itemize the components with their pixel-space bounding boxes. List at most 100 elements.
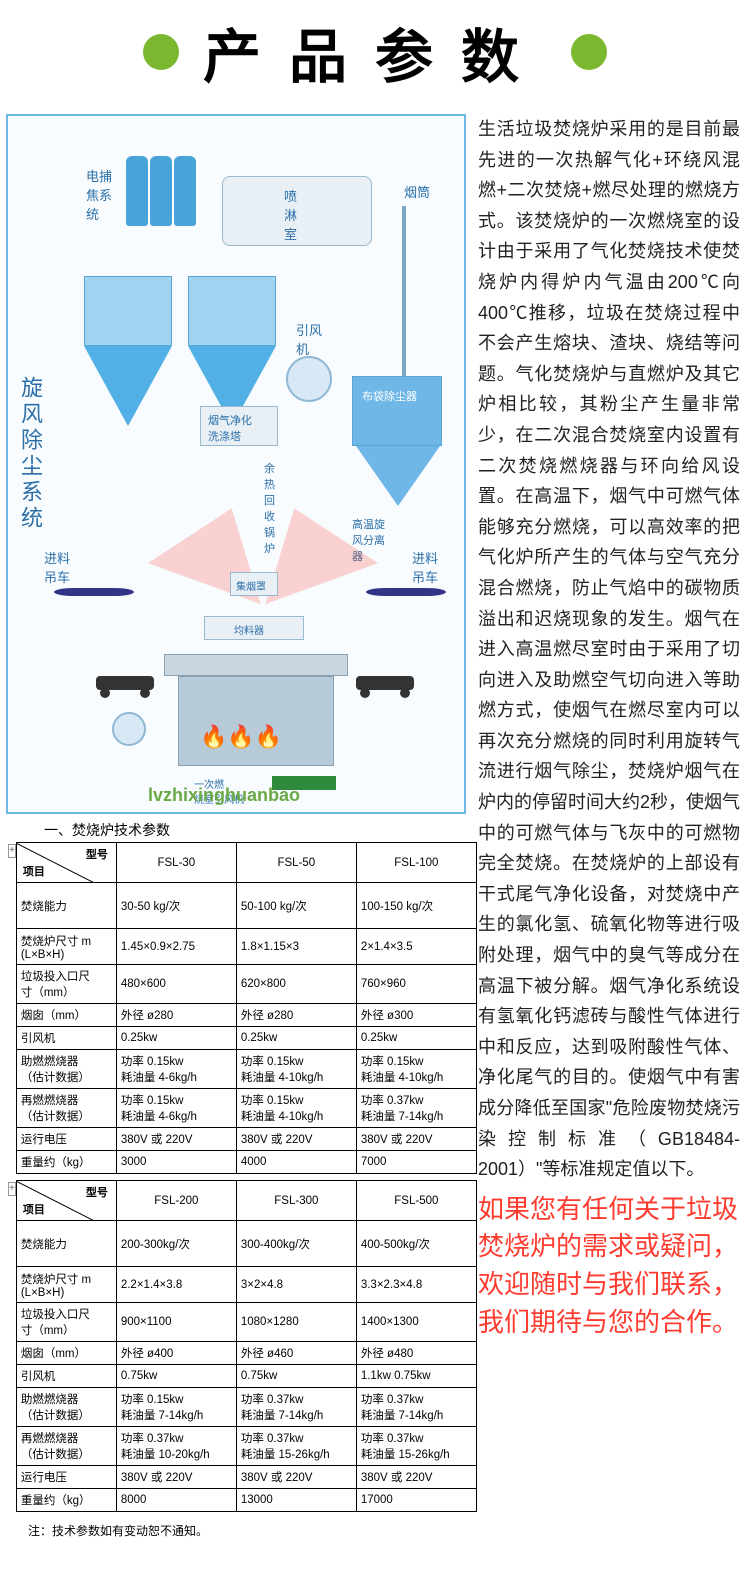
row-label: 运行电压 xyxy=(16,1128,116,1151)
table-cell: 760×960 xyxy=(356,965,476,1004)
label-electrostatic: 电捕 焦系 统 xyxy=(86,166,112,223)
t1-model-1: FSL-50 xyxy=(236,843,356,883)
row-label: 运行电压 xyxy=(16,1466,116,1489)
row-label: 助燃燃烧器 （估计数据） xyxy=(16,1050,116,1089)
table-cell: 1080×1280 xyxy=(236,1303,356,1342)
row-label: 焚烧炉尺寸 m (L×B×H) xyxy=(16,929,116,965)
diag-header-1: 型号 项目 xyxy=(16,843,116,883)
table-cell: 功率 0.37kw 耗油量 15-26kg/h xyxy=(236,1427,356,1466)
table-cell: 4000 xyxy=(236,1151,356,1174)
row-label: 烟囱（mm） xyxy=(16,1342,116,1365)
table-cell: 功率 0.15kw 耗油量 4-10kg/h xyxy=(236,1050,356,1089)
page-title: 产品参数 xyxy=(203,10,547,94)
expand-icon-t2[interactable]: + xyxy=(8,1182,16,1196)
table-cell: 30-50 kg/次 xyxy=(116,883,236,929)
table-cell: 7000 xyxy=(356,1151,476,1174)
diagram-watermark: lvzhixinghuanbao xyxy=(148,785,300,806)
table-cell: 17000 xyxy=(356,1489,476,1512)
table-cell: 0.25kw xyxy=(356,1027,476,1050)
table-cell: 200-300kg/次 xyxy=(116,1221,236,1267)
table-cell: 8000 xyxy=(116,1489,236,1512)
row-label: 引风机 xyxy=(16,1027,116,1050)
table-cell: 1400×1300 xyxy=(356,1303,476,1342)
table-cell: 外径 ø480 xyxy=(356,1342,476,1365)
row-label: 焚烧能力 xyxy=(16,1221,116,1267)
row-label: 再燃燃烧器 （估计数据） xyxy=(16,1089,116,1128)
cylinder-3 xyxy=(174,156,196,226)
table-cell: 功率 0.37kw 耗油量 7-14kg/h xyxy=(356,1089,476,1128)
expand-icon-t1[interactable]: + xyxy=(8,844,16,858)
table-cell: 0.75kw xyxy=(116,1365,236,1388)
row-label: 重量约（kg） xyxy=(16,1151,116,1174)
row-label: 焚烧炉尺寸 m (L×B×H) xyxy=(16,1267,116,1303)
table-cell: 外径 ø400 xyxy=(116,1342,236,1365)
parameter-table-1: 型号 项目 FSL-30 FSL-50 FSL-100 焚烧能力30-50 kg… xyxy=(16,842,477,1174)
label-chimney: 烟筒 xyxy=(404,182,430,201)
table-cell: 功率 0.15kw 耗油量 4-10kg/h xyxy=(236,1089,356,1128)
hopper-body-right xyxy=(188,276,276,346)
table-cell: 13000 xyxy=(236,1489,356,1512)
row-label: 助燃燃烧器 （估计数据） xyxy=(16,1388,116,1427)
header-dot-right xyxy=(571,34,607,70)
table-cell: 3.3×2.3×4.8 xyxy=(356,1267,476,1303)
table-cell: 100-150 kg/次 xyxy=(356,883,476,929)
row-label: 垃圾投入口尺 寸（mm） xyxy=(16,965,116,1004)
table-cell: 功率 0.15kw 耗油量 4-10kg/h xyxy=(356,1050,476,1089)
product-description: 生活垃圾焚烧炉采用的是目前最先进的一次热解气化+环绕风混燃+二次焚烧+燃尽处理的… xyxy=(478,114,740,1185)
table-cell: 功率 0.15kw 耗油量 4-6kg/h xyxy=(116,1050,236,1089)
bag-filter-funnel xyxy=(356,446,440,506)
row-label: 引风机 xyxy=(16,1365,116,1388)
cylinder-1 xyxy=(126,156,148,226)
table-cell: 外径 ø280 xyxy=(236,1004,356,1027)
hopper-body-left xyxy=(84,276,172,346)
t2-model-0: FSL-200 xyxy=(116,1181,236,1221)
table-cell: 0.75kw xyxy=(236,1365,356,1388)
furnace-body xyxy=(178,676,334,766)
table-cell: 2.2×1.4×3.8 xyxy=(116,1267,236,1303)
table-cell: 0.25kw xyxy=(116,1027,236,1050)
table-cell: 0.25kw xyxy=(236,1027,356,1050)
table-cell: 外径 ø300 xyxy=(356,1004,476,1027)
cylinder-2 xyxy=(150,156,172,226)
page-header: 产品参数 xyxy=(0,0,750,114)
small-fan xyxy=(112,712,146,746)
t2-model-2: FSL-500 xyxy=(356,1181,476,1221)
label-ash-bin: 集烟罩 xyxy=(236,578,266,593)
bag-filter xyxy=(352,376,442,446)
t1-model-2: FSL-100 xyxy=(356,843,476,883)
table-cell: 1.8×1.15×3 xyxy=(236,929,356,965)
diag-header-2: 型号 项目 xyxy=(16,1181,116,1221)
table-caption: 一、焚烧炉技术参数 xyxy=(6,814,466,842)
process-diagram: 旋风除尘系统 电捕 焦系 统 喷 淋 室 烟筒 引风 机 布袋除尘器 xyxy=(6,114,466,814)
label-feed-crane-r: 进料 吊车 xyxy=(412,548,438,586)
table-cell: 380V 或 220V xyxy=(236,1466,356,1489)
label-feed-crane-l: 进料 吊车 xyxy=(44,548,70,586)
chimney-pipe xyxy=(402,206,406,376)
table-cell: 2×1.4×3.5 xyxy=(356,929,476,965)
table-cell: 功率 0.37kw 耗油量 7-14kg/h xyxy=(236,1388,356,1427)
table-cell: 50-100 kg/次 xyxy=(236,883,356,929)
table-cell: 380V 或 220V xyxy=(236,1128,356,1151)
row-label: 再燃燃烧器 （估计数据） xyxy=(16,1427,116,1466)
t2-model-1: FSL-300 xyxy=(236,1181,356,1221)
table-cell: 功率 0.15kw 耗油量 7-14kg/h xyxy=(116,1388,236,1427)
table-cell: 1.45×0.9×2.75 xyxy=(116,929,236,965)
table-cell: 外径 ø280 xyxy=(116,1004,236,1027)
t1-model-0: FSL-30 xyxy=(116,843,236,883)
table-cell: 功率 0.37kw 耗油量 15-26kg/h xyxy=(356,1427,476,1466)
table-cell: 380V 或 220V xyxy=(116,1466,236,1489)
parameter-table-2: 型号 项目 FSL-200 FSL-300 FSL-500 焚烧能力200-30… xyxy=(16,1180,477,1512)
table-cell: 1.1kw 0.75kw xyxy=(356,1365,476,1388)
cart-right xyxy=(356,676,414,690)
header-dot-left xyxy=(143,34,179,70)
table-cell: 外径 ø460 xyxy=(236,1342,356,1365)
label-distributor: 均料器 xyxy=(234,622,264,637)
crane-disc-r xyxy=(366,588,446,596)
diagram-vertical-label: 旋风除尘系统 xyxy=(14,376,46,532)
hopper-funnel-left xyxy=(84,346,172,426)
label-fan: 引风 机 xyxy=(296,320,322,358)
label-gas-purifier: 烟气净化 洗涤塔 xyxy=(208,412,252,444)
table-cell: 380V 或 220V xyxy=(116,1128,236,1151)
table-cell: 3000 xyxy=(116,1151,236,1174)
table-cell: 3×2×4.8 xyxy=(236,1267,356,1303)
